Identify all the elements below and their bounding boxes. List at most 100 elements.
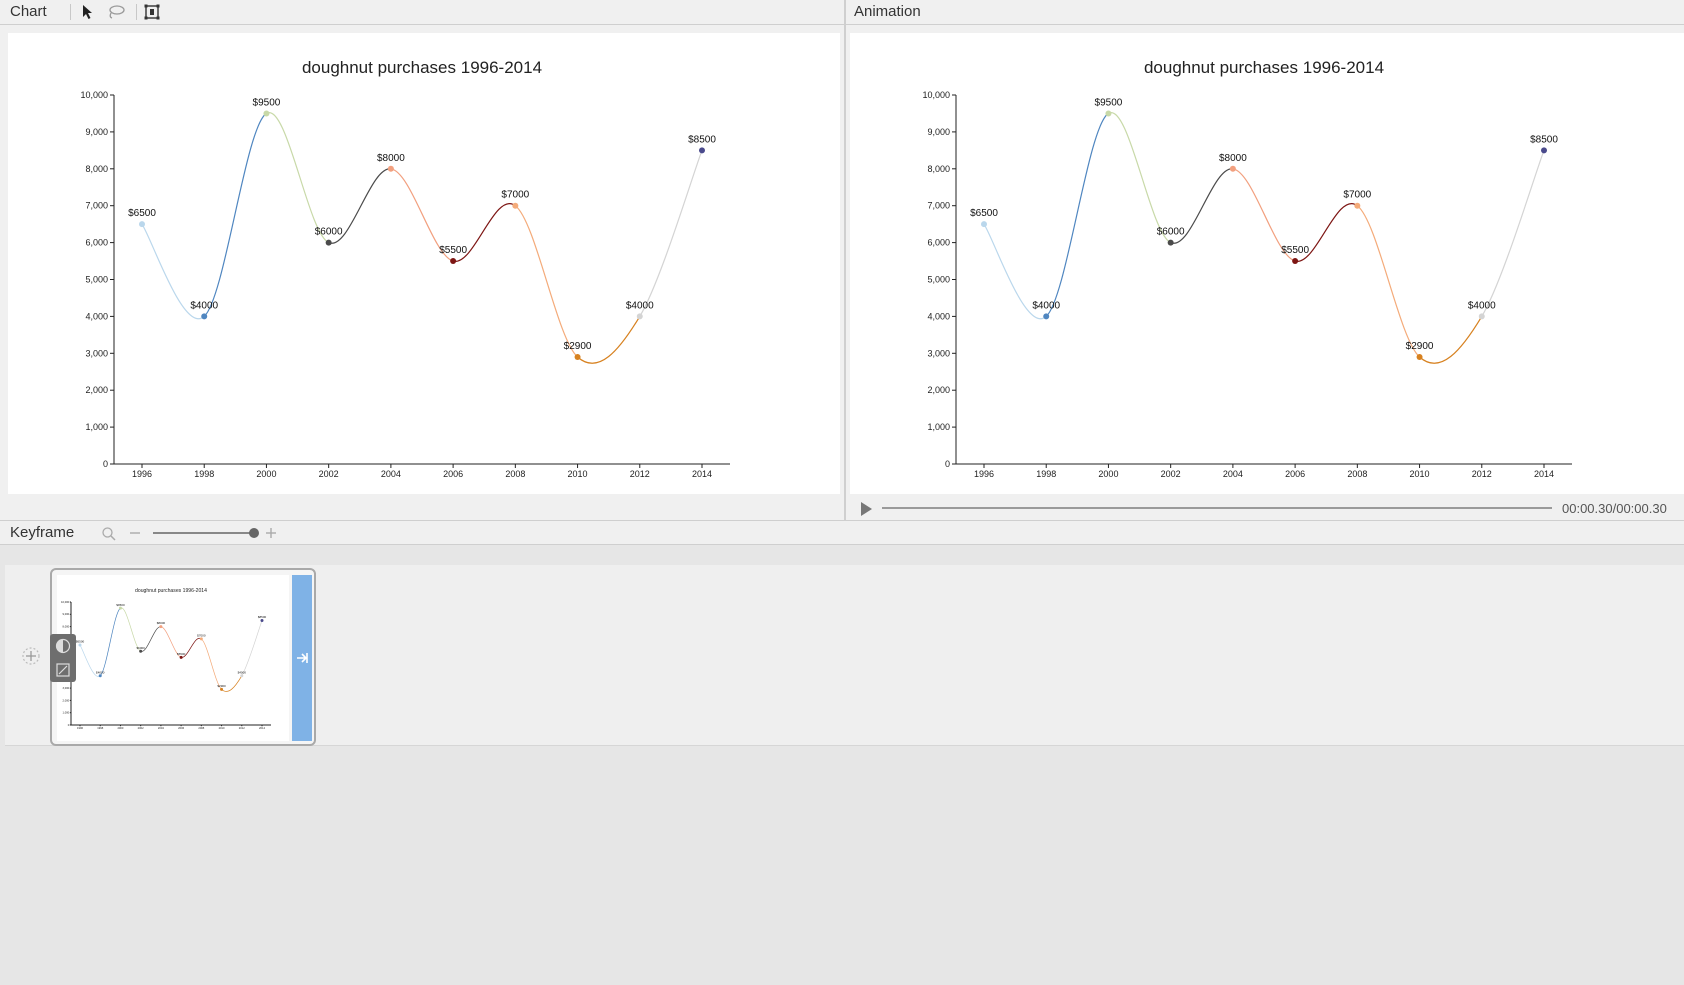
data-label: $7000	[197, 634, 206, 638]
data-point[interactable]	[1541, 147, 1547, 154]
lasso-icon[interactable]	[106, 2, 126, 22]
x-tick-label: 2006	[178, 726, 184, 730]
y-tick-label: 6,000	[85, 238, 108, 248]
y-tick-label: 7,000	[85, 201, 108, 211]
data-label: $6500	[76, 640, 85, 644]
x-tick-label: 1996	[132, 469, 152, 479]
line-segment	[160, 626, 182, 658]
keyframe-extend-handle[interactable]	[292, 575, 312, 741]
x-tick-label: 2010	[1410, 469, 1430, 479]
data-point[interactable]	[201, 313, 208, 320]
add-keyframe-icon[interactable]	[21, 646, 41, 666]
y-tick-label: 5,000	[927, 275, 950, 285]
line-segment	[983, 223, 1047, 320]
crop-icon[interactable]	[142, 2, 162, 22]
data-point[interactable]	[450, 258, 457, 265]
data-label: $5500	[1281, 245, 1309, 256]
chart-title: doughnut purchases 1996-2014	[302, 58, 542, 77]
data-label: $4000	[1032, 300, 1060, 311]
data-point[interactable]	[1354, 202, 1361, 209]
y-tick-label: 1,000	[927, 422, 950, 432]
line-segment	[203, 112, 267, 317]
x-tick-label: 1996	[974, 469, 994, 479]
half-circle-icon[interactable]	[55, 638, 71, 654]
data-point[interactable]	[240, 674, 244, 678]
line-segment	[639, 150, 703, 317]
x-tick-label: 2004	[158, 726, 164, 730]
data-label: $2900	[1406, 341, 1434, 352]
y-tick-label: 0	[68, 723, 70, 727]
chart-canvas[interactable]: doughnut purchases 1996-2014 0 1,000 2,000 3…	[8, 33, 840, 494]
data-point[interactable]	[220, 687, 224, 691]
data-point[interactable]	[636, 313, 643, 320]
data-label: $8000	[377, 153, 405, 164]
chart-panel-title: Chart	[10, 3, 47, 20]
animation-line-chart: doughnut purchases 1996-2014 0 1,000 2,000 3…	[922, 58, 1572, 479]
data-point[interactable]	[1043, 313, 1050, 320]
zoom-slider-handle[interactable]	[249, 528, 259, 538]
transition-icon[interactable]	[55, 662, 71, 678]
data-label: $2900	[564, 341, 592, 352]
keyframe-panel-header: Keyframe	[0, 520, 1684, 545]
data-point[interactable]	[325, 239, 332, 246]
data-point[interactable]	[260, 618, 264, 622]
data-label: $8500	[688, 134, 716, 145]
data-point[interactable]	[1167, 239, 1174, 246]
data-point[interactable]	[574, 353, 581, 360]
x-tick-label: 2012	[239, 726, 245, 730]
data-point[interactable]	[512, 202, 519, 209]
data-point[interactable]	[1229, 165, 1236, 172]
play-button[interactable]	[858, 500, 874, 518]
data-label: $8500	[1530, 134, 1558, 145]
data-point[interactable]	[78, 643, 82, 647]
animation-canvas: doughnut purchases 1996-2014 0 1,000 2,000 3…	[850, 33, 1684, 494]
toolbar-divider	[136, 4, 137, 20]
zoom-in-icon[interactable]	[264, 525, 278, 541]
data-point[interactable]	[699, 147, 705, 154]
y-tick-label: 4,000	[85, 311, 108, 321]
data-point[interactable]	[1478, 313, 1485, 320]
y-tick-label: 2,000	[62, 698, 69, 702]
y-tick-label: 10,000	[80, 90, 108, 100]
data-point[interactable]	[139, 221, 145, 228]
data-point[interactable]	[179, 655, 183, 659]
x-tick-label: 2014	[1534, 469, 1554, 479]
x-tick-label: 2004	[1223, 469, 1243, 479]
x-tick-label: 2012	[1472, 469, 1492, 479]
data-point[interactable]	[387, 165, 394, 172]
data-point[interactable]	[98, 674, 102, 678]
keyframe-thumbnail[interactable]: doughnut purchases 1996-2014 0 1,000 2,000 3…	[50, 568, 316, 746]
data-point[interactable]	[139, 649, 143, 653]
search-icon[interactable]	[101, 526, 117, 542]
line-segment	[241, 620, 263, 676]
zoom-slider[interactable]	[153, 528, 259, 538]
zoom-out-icon[interactable]	[128, 525, 142, 541]
line-segment	[577, 316, 641, 364]
data-label: $5500	[439, 245, 467, 256]
data-label: $9500	[1095, 97, 1123, 108]
data-point[interactable]	[118, 606, 122, 610]
data-label: $6000	[315, 227, 343, 238]
y-tick-label: 0	[945, 459, 950, 469]
y-tick-label: 3,000	[62, 686, 69, 690]
data-point[interactable]	[199, 637, 203, 641]
toolbar-divider	[70, 4, 71, 20]
timeline-track[interactable]	[882, 507, 1552, 509]
y-tick-label: 8,000	[85, 164, 108, 174]
animation-panel-header: Animation	[845, 0, 1684, 25]
data-point[interactable]	[159, 625, 163, 629]
panel-divider[interactable]	[844, 0, 846, 520]
data-point[interactable]	[1292, 258, 1299, 265]
x-tick-label: 2012	[630, 469, 650, 479]
x-tick-label: 2000	[1098, 469, 1118, 479]
data-point[interactable]	[1416, 353, 1423, 360]
line-segment	[181, 637, 202, 658]
chart-title: doughnut purchases 1996-2014	[1144, 58, 1384, 77]
data-point[interactable]	[1105, 110, 1112, 117]
data-label: $4000	[190, 300, 218, 311]
data-label: $6500	[970, 208, 998, 219]
y-tick-label: 2,000	[927, 385, 950, 395]
pointer-icon[interactable]	[78, 2, 98, 22]
data-point[interactable]	[981, 221, 987, 228]
data-point[interactable]	[263, 110, 270, 117]
